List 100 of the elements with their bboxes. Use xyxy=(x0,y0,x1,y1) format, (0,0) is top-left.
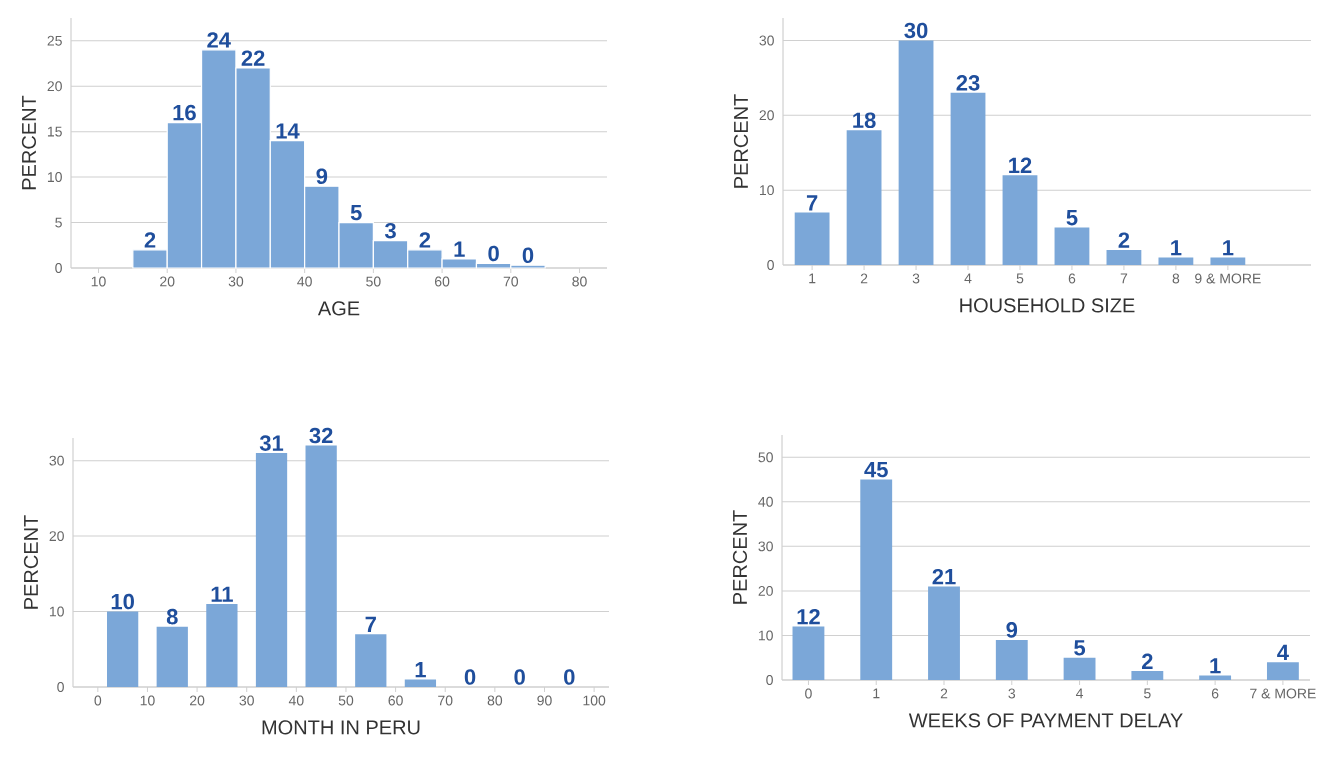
x-tick-label: 10 xyxy=(140,695,155,706)
data-label: 22 xyxy=(241,50,265,66)
x-tick-label: 3 xyxy=(1008,688,1016,699)
data-label: 32 xyxy=(309,427,333,444)
bar xyxy=(898,40,934,265)
x-axis-title: WEEKS OF PAYMENT DELAY xyxy=(908,713,1183,728)
bar xyxy=(404,679,437,687)
x-tick-label: 0 xyxy=(94,695,102,706)
x-tick-label: 1 xyxy=(809,273,816,284)
x-tick-label: 4 xyxy=(964,273,972,284)
x-axis-title: HOUSEHOLD SIZE xyxy=(960,298,1135,313)
data-label: 1 xyxy=(454,241,465,257)
data-label: 4 xyxy=(1277,644,1289,660)
data-label: 24 xyxy=(207,32,231,48)
bar xyxy=(255,453,288,687)
data-label: 3 xyxy=(384,222,396,239)
bar xyxy=(1063,657,1096,680)
data-label: 12 xyxy=(797,608,820,625)
x-tick-label: 1 xyxy=(873,688,880,699)
x-tick-label: 4 xyxy=(1075,688,1084,699)
data-label: 7 xyxy=(365,616,376,632)
data-label: 5 xyxy=(1066,210,1078,226)
x-tick-label: 0 xyxy=(805,688,812,699)
bar xyxy=(1266,662,1299,680)
bar xyxy=(1106,250,1142,265)
bar xyxy=(1054,227,1090,265)
x-tick-label: 40 xyxy=(297,276,312,287)
bar xyxy=(1002,175,1038,265)
data-label: 1 xyxy=(1210,658,1221,674)
x-tick-label: 70 xyxy=(503,276,519,287)
bar xyxy=(206,604,238,687)
y-tick-label: 20 xyxy=(47,81,62,92)
bar xyxy=(1158,257,1194,265)
y-tick-label: 40 xyxy=(758,496,773,507)
bar xyxy=(928,586,960,680)
x-tick-label: 5 xyxy=(1016,273,1024,284)
y-tick-label: 0 xyxy=(767,260,774,270)
data-label: 9 xyxy=(1006,622,1018,638)
data-label: 0 xyxy=(514,669,525,685)
bar xyxy=(1131,671,1164,680)
x-tick-label: 40 xyxy=(288,695,304,706)
data-label: 2 xyxy=(144,232,156,248)
data-label: 2 xyxy=(419,232,431,248)
y-tick-label: 20 xyxy=(759,110,774,121)
x-tick-label: 20 xyxy=(190,695,205,706)
x-tick-label: 6 xyxy=(1068,273,1076,284)
y-axis-title: PERCENT xyxy=(21,95,37,190)
bar xyxy=(156,626,188,687)
data-label: 21 xyxy=(932,568,956,585)
bar xyxy=(794,212,830,265)
x-tick-label: 9 & MORE xyxy=(1195,273,1261,284)
data-label: 2 xyxy=(1141,653,1153,669)
x-tick-label: 80 xyxy=(572,276,587,287)
data-label: 8 xyxy=(166,608,178,625)
bar xyxy=(846,130,882,265)
x-tick-label: 30 xyxy=(239,695,254,706)
data-label: 2 xyxy=(1118,232,1130,248)
x-tick-label: 80 xyxy=(487,695,503,706)
x-tick-label: 100 xyxy=(583,695,606,706)
x-tick-label: 6 xyxy=(1211,688,1219,699)
x-axis-title: MONTH IN PERU xyxy=(262,720,420,735)
y-tick-label: 20 xyxy=(49,531,64,542)
data-label: 18 xyxy=(853,112,876,129)
x-tick-label: 50 xyxy=(366,276,381,287)
y-tick-label: 30 xyxy=(758,541,773,552)
bar xyxy=(107,611,139,687)
x-axis-title: AGE xyxy=(317,301,360,316)
y-tick-label: 0 xyxy=(766,675,773,685)
bar xyxy=(860,479,893,680)
x-tick-label: 2 xyxy=(860,273,868,284)
data-label: 31 xyxy=(259,435,284,451)
data-label: 0 xyxy=(464,669,476,685)
x-tick-label: 60 xyxy=(435,276,450,287)
data-label: 16 xyxy=(173,104,196,121)
bar xyxy=(1210,257,1246,265)
y-tick-label: 25 xyxy=(47,35,62,46)
x-tick-label: 7 xyxy=(1120,273,1128,284)
data-label: 14 xyxy=(276,123,300,139)
bar xyxy=(792,626,825,680)
y-tick-label: 15 xyxy=(47,126,62,137)
data-label: 1 xyxy=(1223,240,1234,256)
y-axis-title: PERCENT xyxy=(23,515,39,609)
x-tick-label: 3 xyxy=(912,273,920,284)
y-tick-label: 10 xyxy=(47,172,62,183)
data-label: 5 xyxy=(1074,640,1086,656)
x-tick-label: 60 xyxy=(388,695,403,706)
x-tick-label: 90 xyxy=(537,695,552,706)
bar xyxy=(305,445,337,687)
data-label: 1 xyxy=(415,662,426,678)
x-tick-label: 7 & MORE xyxy=(1250,688,1316,699)
data-label: 23 xyxy=(956,75,980,91)
data-label: 5 xyxy=(350,204,362,221)
x-tick-label: 70 xyxy=(438,695,453,706)
data-label: 1 xyxy=(1171,240,1182,256)
y-tick-label: 0 xyxy=(55,263,62,273)
data-label: 9 xyxy=(316,168,328,184)
data-label: 11 xyxy=(211,586,233,602)
data-label: 0 xyxy=(522,247,534,264)
bar xyxy=(950,92,986,265)
data-label: 12 xyxy=(1009,157,1032,173)
